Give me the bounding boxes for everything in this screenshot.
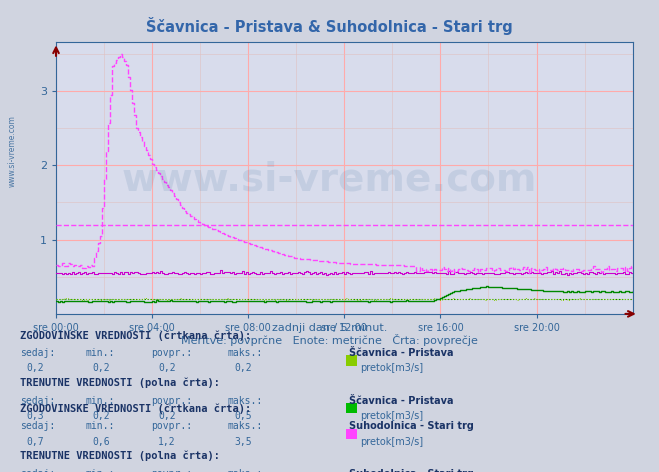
Text: Ščavnica - Pristava: Ščavnica - Pristava (349, 396, 454, 405)
Text: maks.:: maks.: (227, 469, 262, 472)
Text: maks.:: maks.: (227, 421, 262, 431)
Text: Ščavnica - Pristava & Suhodolnica - Stari trg: Ščavnica - Pristava & Suhodolnica - Star… (146, 17, 513, 35)
Text: maks.:: maks.: (227, 348, 262, 358)
Text: Ščavnica - Pristava: Ščavnica - Pristava (349, 348, 454, 358)
Text: min.:: min.: (86, 469, 115, 472)
Text: Suhodolnica - Stari trg: Suhodolnica - Stari trg (349, 469, 474, 472)
Text: 3,5: 3,5 (234, 437, 252, 447)
Text: 1,2: 1,2 (158, 437, 176, 447)
Text: min.:: min.: (86, 348, 115, 358)
Text: 0,2: 0,2 (158, 411, 176, 421)
Text: pretok[m3/s]: pretok[m3/s] (360, 437, 423, 447)
Text: maks.:: maks.: (227, 396, 262, 405)
Text: povpr.:: povpr.: (152, 396, 192, 405)
Text: 0,7: 0,7 (26, 437, 44, 447)
Text: sedaj:: sedaj: (20, 421, 55, 431)
Text: zadnji dan / 5 minut.: zadnji dan / 5 minut. (272, 323, 387, 333)
Text: 0,3: 0,3 (26, 411, 44, 421)
Text: povpr.:: povpr.: (152, 348, 192, 358)
Text: www.si-vreme.com: www.si-vreme.com (122, 160, 537, 198)
Text: 0,2: 0,2 (92, 411, 110, 421)
Text: sedaj:: sedaj: (20, 469, 55, 472)
Text: www.si-vreme.com: www.si-vreme.com (7, 115, 16, 187)
Text: povpr.:: povpr.: (152, 421, 192, 431)
Text: 0,5: 0,5 (234, 411, 252, 421)
Text: 0,2: 0,2 (234, 363, 252, 373)
Text: TRENUTNE VREDNOSTI (polna črta):: TRENUTNE VREDNOSTI (polna črta): (20, 378, 219, 388)
Text: min.:: min.: (86, 396, 115, 405)
Text: min.:: min.: (86, 421, 115, 431)
Text: ZGODOVINSKE VREDNOSTI (črtkana črta):: ZGODOVINSKE VREDNOSTI (črtkana črta): (20, 404, 251, 414)
Text: 0,6: 0,6 (92, 437, 110, 447)
Text: povpr.:: povpr.: (152, 469, 192, 472)
Text: pretok[m3/s]: pretok[m3/s] (360, 411, 423, 421)
Text: TRENUTNE VREDNOSTI (polna črta):: TRENUTNE VREDNOSTI (polna črta): (20, 451, 219, 461)
Text: Suhodolnica - Stari trg: Suhodolnica - Stari trg (349, 421, 474, 431)
Text: ZGODOVINSKE VREDNOSTI (črtkana črta):: ZGODOVINSKE VREDNOSTI (črtkana črta): (20, 330, 251, 341)
Text: 0,2: 0,2 (158, 363, 176, 373)
Text: 0,2: 0,2 (92, 363, 110, 373)
Text: Meritve: povprčne   Enote: metrične   Črta: povprečje: Meritve: povprčne Enote: metrične Črta: … (181, 334, 478, 346)
Text: pretok[m3/s]: pretok[m3/s] (360, 363, 423, 373)
Text: sedaj:: sedaj: (20, 348, 55, 358)
Text: 0,2: 0,2 (26, 363, 44, 373)
Text: sedaj:: sedaj: (20, 396, 55, 405)
